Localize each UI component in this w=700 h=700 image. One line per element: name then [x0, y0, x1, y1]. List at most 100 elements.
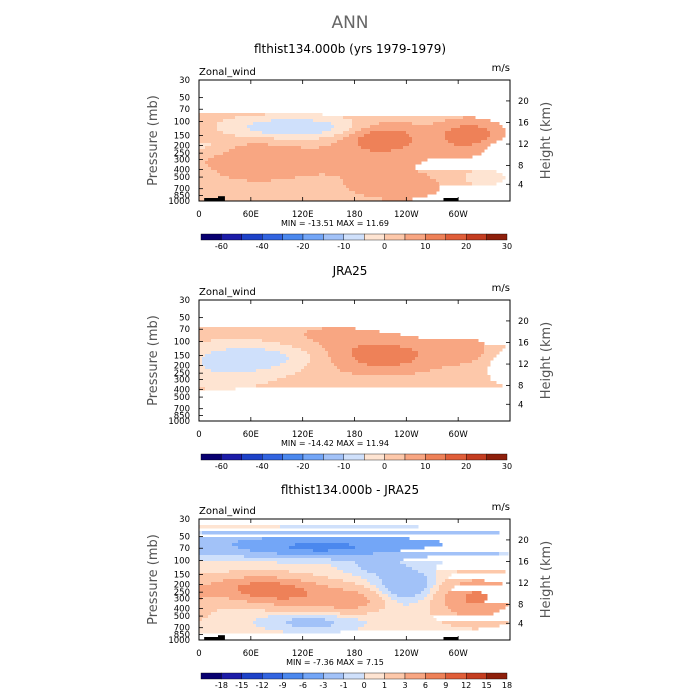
field-cell — [223, 119, 272, 123]
y-tick-label: 100 — [174, 118, 190, 128]
field-cell — [199, 125, 218, 129]
field-cell — [340, 176, 431, 180]
colorbar-box — [302, 233, 324, 241]
colorbar-label: 10 — [420, 462, 430, 471]
field-cell — [301, 369, 341, 373]
panel-title: JRA25 — [332, 264, 368, 278]
field-cell — [289, 597, 368, 601]
y-tick-label: 250 — [174, 149, 190, 159]
topography — [204, 637, 219, 640]
field-cell — [244, 576, 278, 580]
field-cell — [457, 570, 506, 574]
field-cell — [307, 330, 380, 334]
topography — [443, 637, 459, 640]
field-cell — [451, 609, 500, 613]
field-cell — [199, 630, 284, 634]
field-cell — [202, 357, 290, 361]
colorbar-box — [404, 672, 426, 680]
field-cell — [325, 618, 359, 622]
y-tick-label: 70 — [179, 325, 190, 335]
field-cell — [442, 366, 488, 370]
min-max-label: MIN = -7.36 MAX = 7.15 — [286, 658, 384, 667]
main-title: ANN — [331, 13, 368, 33]
y-tick-label: 500 — [174, 173, 190, 183]
units-label: m/s — [492, 283, 510, 294]
colorbar-box — [384, 233, 406, 241]
field-cell — [211, 167, 416, 171]
field-cell — [499, 552, 509, 556]
field-cell — [199, 561, 278, 565]
field-cell — [238, 546, 290, 550]
field-cell — [331, 357, 356, 361]
colorbar-box — [323, 233, 344, 241]
field-cell — [235, 146, 302, 150]
field-cell — [436, 579, 446, 583]
field-cell — [322, 327, 356, 331]
colorbar-box — [445, 672, 467, 680]
height-tick-label: 20 — [518, 317, 529, 327]
field-cell — [313, 573, 353, 577]
field-cell — [328, 351, 353, 355]
field-cell — [343, 579, 368, 583]
field-cell — [247, 143, 269, 147]
colorbar-box — [262, 672, 283, 680]
y-tick-label: 30 — [179, 296, 190, 306]
colorbar-label: 20 — [461, 242, 471, 251]
height-tick-label: 8 — [518, 161, 523, 171]
field-cell — [484, 351, 500, 355]
field-cell — [286, 354, 311, 358]
field-cell — [460, 363, 491, 367]
colorbar-label: -1 — [340, 681, 348, 690]
field-cell — [202, 363, 281, 367]
colorbar-box — [323, 453, 344, 461]
y-tick-label: 500 — [174, 393, 190, 403]
field-cell — [289, 357, 311, 361]
field-cell — [337, 140, 359, 144]
field-cell — [199, 149, 230, 153]
field-cell — [199, 549, 251, 553]
colorbar-box — [486, 233, 508, 241]
field-cell — [202, 531, 500, 535]
colorbar-label: 20 — [461, 462, 471, 471]
x-tick-label: 120E — [292, 210, 314, 220]
field-cell — [253, 122, 332, 126]
y-tick-label: 200 — [174, 361, 190, 371]
field-cell — [274, 137, 320, 141]
field-cell — [265, 627, 359, 631]
field-cell — [199, 140, 338, 144]
y-tick-label: 100 — [174, 338, 190, 348]
field-cell — [355, 357, 416, 361]
field-cell — [343, 588, 371, 592]
field-cell — [349, 128, 362, 132]
field-cell — [268, 381, 497, 385]
colorbar-box — [425, 672, 446, 680]
y-tick-label: 250 — [174, 588, 190, 598]
field-cell — [205, 146, 236, 150]
field-cell — [199, 342, 281, 346]
field-cell — [364, 624, 452, 628]
field-cell — [451, 128, 488, 132]
field-cell — [265, 348, 302, 352]
field-cell — [358, 360, 413, 364]
y-tick-label: 50 — [179, 314, 190, 324]
colorbar-box — [200, 233, 222, 241]
field-cell — [199, 369, 212, 373]
field-cell — [229, 570, 290, 574]
field-cell — [217, 128, 251, 132]
field-cell — [436, 179, 467, 183]
field-cell — [358, 606, 386, 610]
field-cell — [199, 546, 239, 550]
field-cell — [385, 603, 404, 607]
field-cell — [199, 378, 278, 382]
field-cell — [199, 363, 203, 367]
field-cell — [445, 594, 467, 598]
field-cell — [472, 143, 491, 147]
field-cell — [199, 357, 203, 361]
panel-title: flthist134.000b (yrs 1979-1979) — [254, 42, 446, 56]
field-cell — [355, 582, 371, 586]
field-cell — [460, 582, 503, 586]
field-cell — [199, 161, 206, 165]
field-cell — [430, 591, 437, 595]
field-cell — [337, 615, 434, 619]
field-cell — [295, 543, 350, 547]
